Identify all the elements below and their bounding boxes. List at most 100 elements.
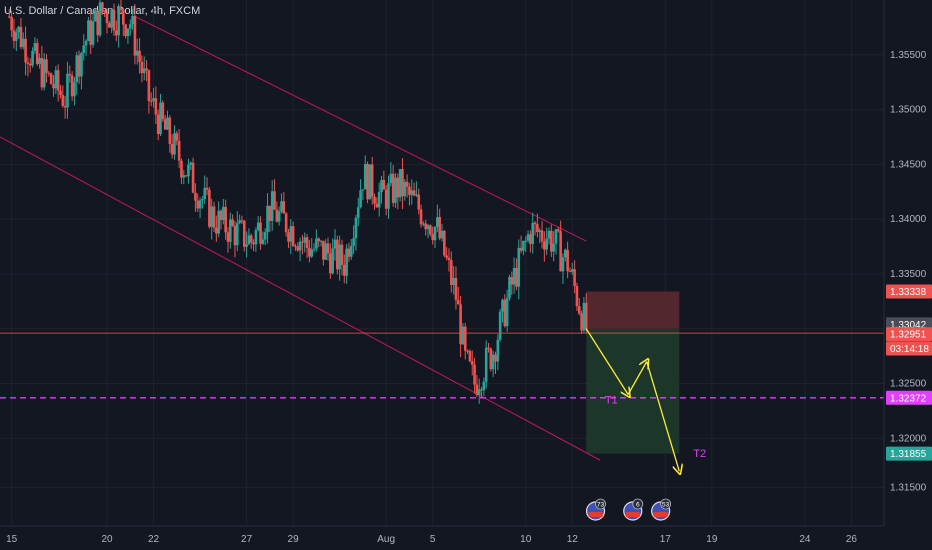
candle-up	[110, 9, 113, 28]
candle-down	[180, 160, 183, 178]
time-tick-label: 15	[6, 534, 18, 545]
candle-down	[577, 306, 581, 314]
candles	[8, 0, 588, 404]
candle-up	[422, 223, 425, 225]
candle-down	[108, 23, 111, 28]
time-tick-label: 24	[799, 534, 811, 545]
candle-up	[512, 267, 516, 285]
candle-up	[361, 189, 365, 191]
time-tick-label: Aug	[377, 534, 395, 545]
event-count-label: 53	[662, 502, 670, 509]
candle-up	[277, 211, 281, 222]
candle-down	[45, 59, 48, 73]
candle-down	[550, 230, 553, 252]
candle-down	[26, 62, 30, 64]
price-tag	[886, 284, 932, 299]
candle-down	[459, 304, 462, 345]
candle-up	[345, 248, 348, 276]
candle-down	[456, 299, 460, 305]
candle-down	[268, 205, 272, 221]
candle-down	[156, 114, 160, 135]
candle-up	[380, 180, 383, 193]
candle-down	[252, 242, 255, 245]
event-count-badge	[632, 498, 644, 510]
candle-up	[349, 245, 353, 257]
candle-down	[317, 238, 321, 242]
candle-down	[49, 73, 53, 85]
candle-down	[249, 235, 253, 243]
candle-up	[315, 238, 318, 249]
candle-down	[424, 223, 428, 230]
candle-down	[329, 253, 332, 274]
candle-up	[331, 248, 334, 274]
candle-down	[326, 243, 330, 254]
candle-down	[308, 247, 311, 257]
price-tag-label: 1.32372	[890, 393, 927, 404]
candle-up	[189, 162, 193, 165]
candle-down	[194, 192, 197, 201]
event-count-badge	[660, 498, 672, 510]
channel-upper-line	[134, 15, 587, 242]
candle-up	[440, 230, 444, 239]
channel-lower-line	[0, 136, 601, 461]
candle-down	[475, 384, 479, 395]
target-annotation-t1: T1	[605, 394, 618, 406]
candle-up	[452, 277, 455, 286]
candle-up	[312, 248, 316, 250]
candle-up	[21, 38, 25, 48]
candle-down	[147, 70, 151, 101]
candle-down	[445, 255, 448, 258]
candle-up	[84, 40, 88, 46]
candle-up	[545, 238, 548, 250]
candle-down	[405, 181, 409, 187]
candle-down	[575, 285, 579, 307]
time-tick-label: 12	[567, 534, 579, 545]
candle-down	[124, 24, 127, 37]
candle-down	[342, 264, 346, 276]
time-tick-label: 17	[660, 534, 672, 545]
candle-up	[477, 389, 481, 395]
candle-down	[52, 84, 55, 89]
candle-up	[222, 206, 225, 221]
flag-stripe	[625, 512, 640, 517]
candle-up	[201, 198, 204, 201]
time-tick-label: 10	[520, 534, 532, 545]
candle-up	[531, 222, 535, 244]
candle-down	[470, 361, 474, 365]
candle-down	[112, 9, 116, 31]
price-tag	[886, 390, 932, 405]
candle-down	[429, 225, 432, 235]
candle-down	[240, 220, 244, 222]
candle-down	[503, 299, 507, 327]
candle-down	[12, 30, 16, 41]
candle-up	[491, 354, 495, 370]
candle-down	[282, 201, 286, 214]
candle-up	[389, 173, 393, 184]
candle-up	[333, 239, 337, 249]
candle-up	[238, 220, 241, 224]
candle-down	[373, 196, 376, 204]
candle-up	[561, 257, 565, 272]
candle-down	[138, 50, 141, 62]
candle-down	[419, 209, 423, 225]
candle-down	[480, 389, 483, 391]
candle-down	[275, 209, 279, 222]
candle-up	[319, 240, 323, 242]
candle-down	[140, 61, 144, 74]
candle-down	[291, 226, 295, 246]
candle-down	[19, 26, 23, 48]
candle-up	[359, 190, 362, 208]
candle-up	[508, 277, 511, 299]
price-tag	[886, 341, 932, 356]
candle-up	[117, 8, 120, 36]
flag-stripe	[653, 512, 668, 517]
candle-down	[463, 326, 467, 351]
candle-up	[368, 164, 372, 200]
candle-up	[352, 238, 355, 246]
candle-down	[382, 180, 386, 190]
candle-down	[494, 354, 497, 362]
candle-down	[536, 224, 539, 232]
candle-up	[354, 217, 358, 239]
candle-down	[231, 219, 234, 226]
